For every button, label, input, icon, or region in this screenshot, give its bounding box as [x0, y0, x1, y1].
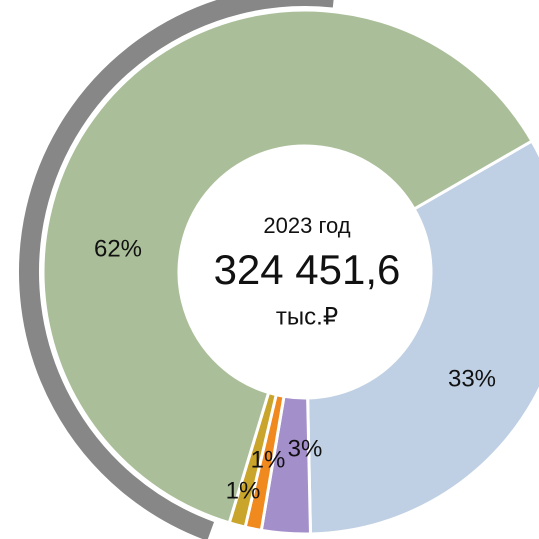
slice-label: 1% [226, 477, 261, 504]
slice-label: 62% [94, 235, 142, 262]
slice-label: 3% [288, 435, 323, 462]
total-value: 324 451,6 [214, 246, 401, 293]
highlight-arc [19, 0, 334, 539]
slice [306, 138, 539, 536]
unit-label: тыс.₽ [276, 303, 338, 330]
slice [41, 8, 534, 525]
slice-label: 33% [448, 365, 496, 392]
year-label: 2023 год [263, 213, 350, 238]
slices [41, 8, 539, 536]
slice-label: 1% [251, 446, 286, 473]
